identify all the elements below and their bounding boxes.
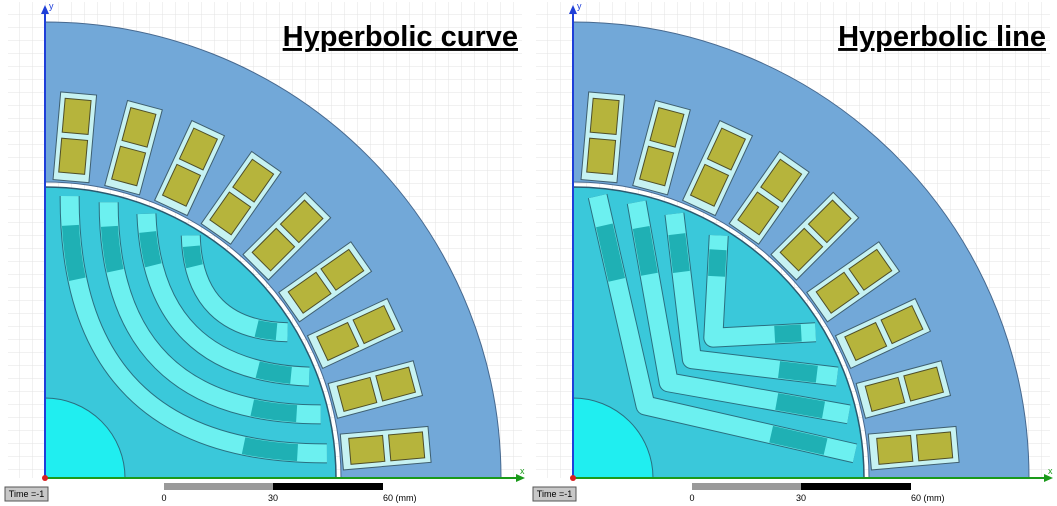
coil bbox=[590, 98, 619, 134]
view-panel: y x Hyperbolic curve Time =-1 0 30 60 (mm) bbox=[5, 1, 525, 503]
coil bbox=[59, 138, 88, 174]
origin bbox=[570, 475, 576, 481]
scale-bar-black bbox=[801, 483, 911, 490]
coil bbox=[62, 98, 91, 134]
screenshot: y x Hyperbolic curve Time =-1 0 30 60 (mm) y x Hy… bbox=[0, 0, 1057, 506]
scale-label: 0 bbox=[689, 493, 694, 503]
coil bbox=[917, 432, 953, 461]
scale-bar-black bbox=[273, 483, 383, 490]
scale-bar-grey bbox=[164, 483, 273, 490]
coil bbox=[389, 432, 425, 461]
view-title: Hyperbolic curve bbox=[283, 21, 518, 53]
time-label: Time =-1 bbox=[9, 489, 44, 499]
coil bbox=[587, 138, 616, 174]
y-axis-label: y bbox=[49, 1, 54, 11]
stator-slot bbox=[868, 426, 959, 470]
view-panel: y x Hyperbolic line Time =-1 0 30 60 (mm) bbox=[533, 1, 1053, 503]
coil bbox=[877, 435, 913, 464]
stator-slot bbox=[53, 92, 97, 183]
time-label: Time =-1 bbox=[537, 489, 572, 499]
scale-label: 30 bbox=[796, 493, 806, 503]
stator-slot bbox=[340, 426, 431, 470]
y-axis-label: y bbox=[577, 1, 582, 11]
x-axis-label: x bbox=[1048, 466, 1053, 476]
coil bbox=[349, 435, 385, 464]
scale-bar-grey bbox=[692, 483, 801, 490]
scale-label: 60 (mm) bbox=[911, 493, 945, 503]
scale-label: 60 (mm) bbox=[383, 493, 417, 503]
x-axis-label: x bbox=[520, 466, 525, 476]
scale-label: 0 bbox=[161, 493, 166, 503]
scale-label: 30 bbox=[268, 493, 278, 503]
stator-slot bbox=[581, 92, 625, 183]
origin bbox=[42, 475, 48, 481]
view-title: Hyperbolic line bbox=[838, 21, 1046, 53]
